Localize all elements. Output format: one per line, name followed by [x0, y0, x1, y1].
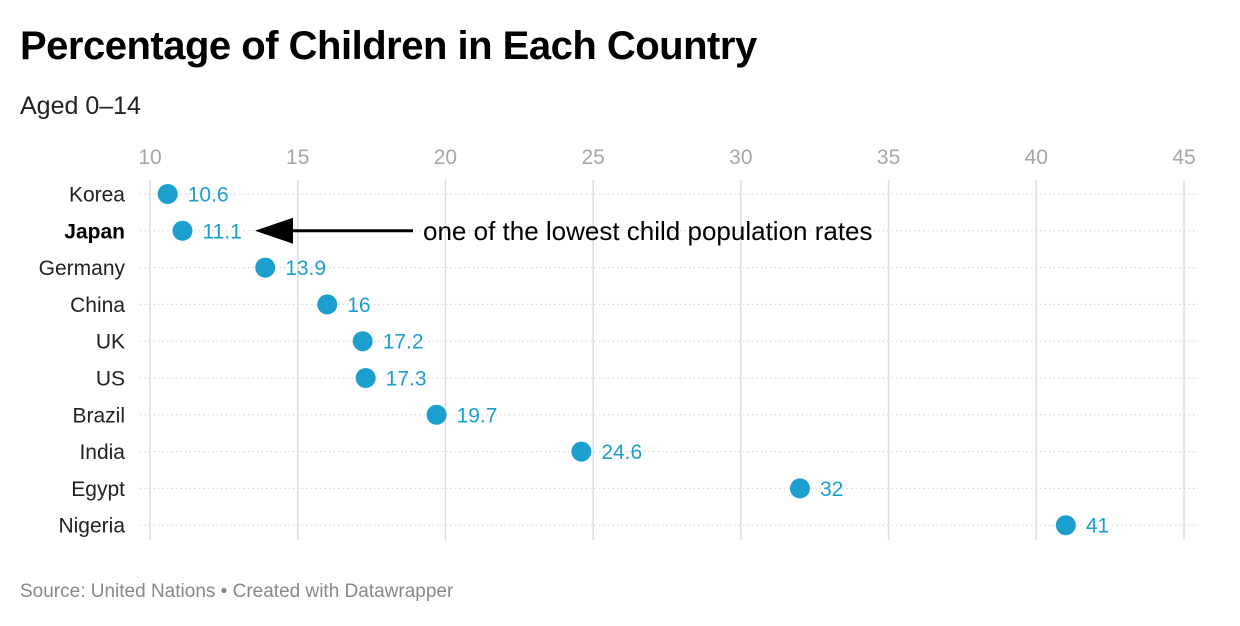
x-tick-label: 20: [434, 146, 457, 169]
value-label: 17.3: [386, 368, 427, 391]
data-points: [157, 184, 1076, 536]
data-point: [157, 184, 178, 204]
category-labels: Korea Japan Germany China UK US Brazil India Egy…: [39, 184, 126, 538]
category-label: US: [96, 368, 125, 391]
x-tick-label: 35: [877, 146, 900, 169]
category-label: Japan: [64, 220, 125, 243]
data-point: [789, 478, 810, 499]
data-point: [355, 368, 376, 388]
x-tick-label: 45: [1172, 146, 1195, 169]
category-label: Egypt: [71, 478, 125, 501]
x-axis-ticks: 10 15 20 25 30 35 40 45: [138, 146, 1195, 169]
x-tick-label: 15: [286, 146, 309, 169]
data-point: [255, 257, 276, 278]
data-point: [426, 404, 447, 425]
category-label: Germany: [39, 257, 126, 280]
value-label: 11.1: [202, 220, 241, 243]
grid-layer: [140, 180, 1198, 540]
category-label: China: [70, 294, 125, 317]
value-labels: 10.6 11.1 13.9 16 17.2 17.3 19.7 24.6 32 41: [188, 184, 1109, 538]
category-label: UK: [96, 331, 125, 354]
value-label: 19.7: [457, 404, 498, 427]
chart-title: Percentage of Children in Each Country: [20, 24, 757, 68]
value-label: 10.6: [188, 184, 229, 207]
category-label: Korea: [69, 184, 125, 207]
category-label: Brazil: [72, 404, 125, 427]
data-point: [571, 441, 592, 462]
data-point: [1055, 515, 1076, 536]
footer-separator: •: [220, 581, 228, 602]
annotation-group: one of the lowest child population rates: [255, 216, 873, 246]
data-point: [352, 331, 373, 352]
value-label: 16: [347, 294, 370, 317]
dot-plot-chart: 10 15 20 25 30 35 40 45 Korea Japan Germany China U…: [39, 146, 1198, 540]
data-point: [317, 294, 338, 315]
annotation-arrow-head: [255, 217, 293, 244]
data-point: [172, 220, 193, 241]
x-tick-label: 10: [138, 146, 161, 169]
value-label: 41: [1086, 515, 1109, 538]
value-label: 32: [820, 478, 843, 501]
category-label: Nigeria: [58, 515, 125, 538]
annotation-text: one of the lowest child population rates: [423, 216, 873, 246]
x-tick-label: 25: [581, 146, 604, 169]
chart-subtitle: Aged 0–14: [20, 92, 141, 120]
x-tick-label: 30: [729, 146, 752, 169]
source-text: Source: United Nations: [20, 581, 216, 602]
value-label: 24.6: [601, 441, 642, 464]
chart-footer: Source: United Nations • Created with Da…: [20, 579, 453, 605]
x-tick-label: 40: [1025, 146, 1048, 169]
value-label: 13.9: [285, 257, 326, 280]
credit-text: Created with Datawrapper: [232, 581, 454, 602]
category-label: India: [79, 441, 125, 464]
value-label: 17.2: [383, 331, 424, 354]
